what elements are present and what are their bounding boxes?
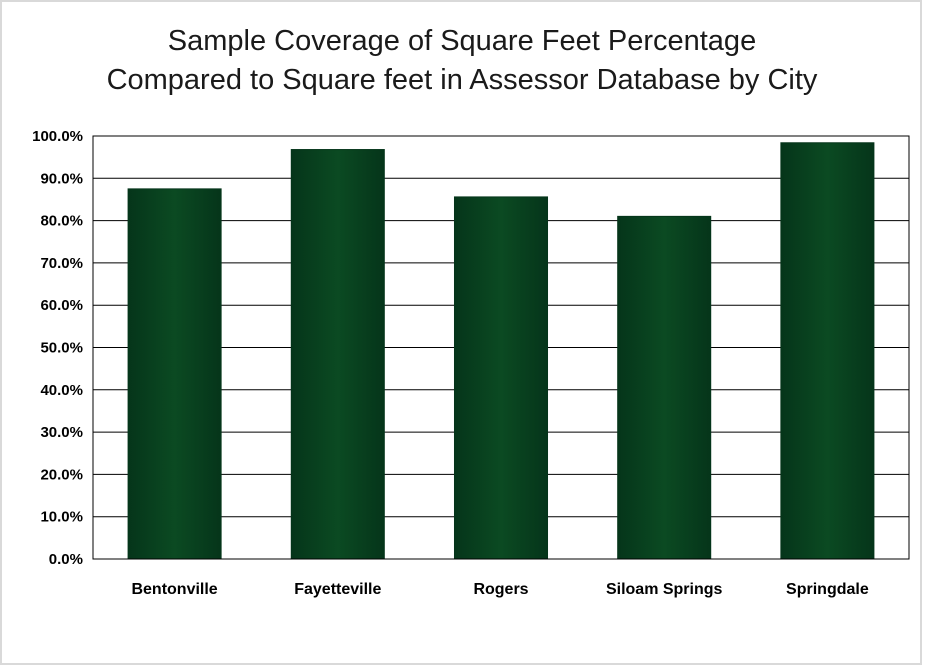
bar-bentonville — [127, 188, 222, 560]
y-tick-label: 60.0% — [40, 297, 83, 314]
y-tick-label: 70.0% — [40, 255, 83, 272]
x-tick-label: Siloam Springs — [606, 581, 723, 598]
y-axis-tick-labels: 0.0% 10.0% 20.0% 30.0% 40.0% 50.0% 60.0% 70.0% 8… — [32, 128, 83, 568]
y-tick-label: 30.0% — [40, 424, 83, 441]
bar-fayetteville — [290, 149, 385, 560]
y-tick-label: 90.0% — [40, 170, 83, 187]
y-tick-label: 100.0% — [32, 128, 83, 145]
x-tick-label: Springdale — [786, 581, 869, 598]
x-axis-tick-labels: Bentonville Fayetteville Rogers Siloam Spri… — [131, 581, 868, 598]
y-tick-label: 0.0% — [49, 551, 83, 568]
x-tick-label: Rogers — [473, 581, 528, 598]
y-tick-label: 20.0% — [40, 466, 83, 483]
bar-springdale — [780, 142, 875, 560]
x-tick-label: Bentonville — [131, 581, 217, 598]
chart-title-line-1: Sample Coverage of Square Feet Percentag… — [168, 25, 756, 57]
bar-siloam-springs — [617, 215, 712, 560]
bar-rogers — [453, 196, 549, 560]
y-tick-label: 40.0% — [40, 382, 83, 399]
y-tick-label: 50.0% — [40, 340, 83, 357]
y-tick-label: 10.0% — [40, 509, 83, 526]
chart-title-line-2: Compared to Square feet in Assessor Data… — [107, 64, 818, 96]
plot-area-border — [92, 135, 910, 560]
bars — [127, 142, 875, 560]
y-tick-label: 80.0% — [40, 213, 83, 230]
x-tick-label: Fayetteville — [294, 581, 381, 598]
